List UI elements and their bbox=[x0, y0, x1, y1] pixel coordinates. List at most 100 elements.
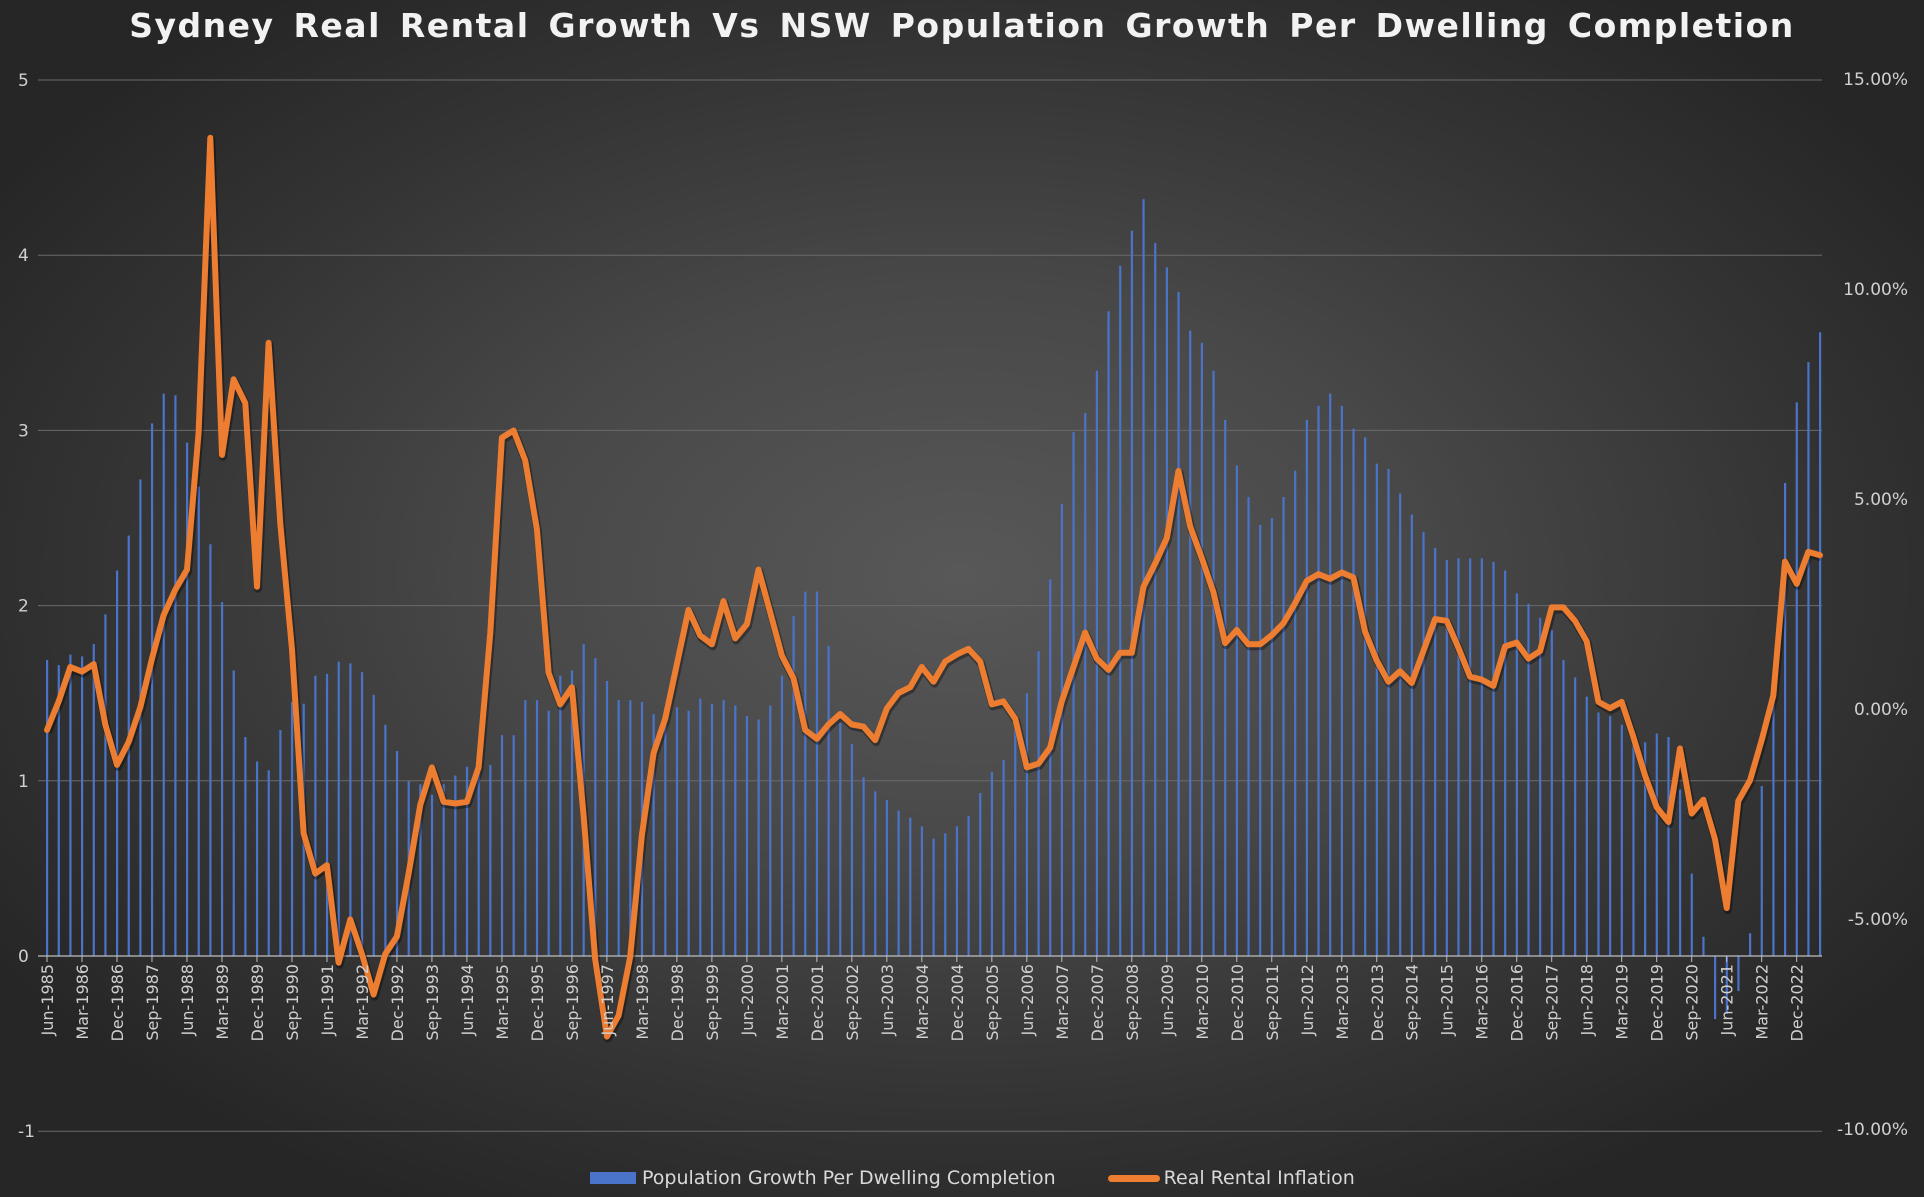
x-tick-label: Mar-2004 bbox=[913, 964, 932, 1040]
bar bbox=[1725, 956, 1728, 1014]
bar bbox=[1037, 651, 1040, 956]
bar bbox=[267, 770, 270, 956]
x-tick-label: Sep-1999 bbox=[703, 964, 722, 1041]
bar bbox=[1784, 482, 1787, 956]
bar bbox=[1399, 493, 1402, 956]
x-tick-label: Dec-1995 bbox=[528, 964, 547, 1041]
bar bbox=[1259, 525, 1262, 956]
gridlines bbox=[38, 79, 1822, 1132]
bar bbox=[1515, 593, 1518, 956]
left-tick-label: -1 bbox=[18, 1122, 35, 1142]
bar bbox=[850, 744, 854, 956]
x-axis-tick-labels: Jun-1985 Mar-1986 Dec-1986 Sep-1987 Jun-1988… bbox=[38, 964, 1807, 1041]
bar bbox=[1714, 956, 1717, 1020]
bar bbox=[1305, 419, 1308, 956]
bar bbox=[664, 707, 667, 956]
bar bbox=[1655, 733, 1658, 956]
bar bbox=[92, 644, 95, 956]
x-tick-label: Dec-1998 bbox=[668, 964, 687, 1041]
right-y-axis-labels: 15.00% 10.00% 5.00% 0.00% -5.00% -10.00% bbox=[1837, 70, 1908, 1140]
bar bbox=[325, 673, 329, 956]
bar bbox=[1597, 712, 1600, 956]
bar bbox=[1749, 933, 1752, 956]
bar bbox=[559, 675, 562, 956]
bar bbox=[500, 735, 504, 956]
bar bbox=[1060, 503, 1064, 956]
bar bbox=[1387, 468, 1390, 956]
bar bbox=[605, 680, 609, 956]
bar bbox=[1247, 496, 1250, 956]
bar bbox=[535, 700, 539, 956]
bar bbox=[337, 661, 340, 956]
bar bbox=[244, 737, 247, 956]
x-tick-label: Jun-2021 bbox=[1718, 964, 1737, 1037]
x-tick-label: Jun-2012 bbox=[1298, 964, 1317, 1037]
bar bbox=[290, 701, 294, 956]
bar bbox=[1294, 470, 1297, 956]
legend-bar-label: Population Growth Per Dwelling Completio… bbox=[642, 1167, 1056, 1189]
bar bbox=[1235, 465, 1238, 956]
bar bbox=[827, 645, 830, 956]
bar bbox=[1282, 496, 1285, 956]
bar bbox=[792, 616, 795, 956]
x-tick-label: Sep-2005 bbox=[983, 964, 1002, 1041]
bar bbox=[920, 826, 924, 956]
bar bbox=[349, 663, 352, 956]
bar bbox=[780, 675, 784, 956]
bar bbox=[1702, 936, 1705, 956]
bar bbox=[1317, 405, 1320, 956]
bar bbox=[547, 710, 550, 956]
bar bbox=[1760, 786, 1763, 956]
right-tick-label: 0.00% bbox=[1854, 700, 1908, 720]
bar bbox=[1200, 342, 1203, 956]
bar bbox=[80, 656, 84, 956]
bar bbox=[1434, 547, 1437, 956]
x-tick-label: Dec-2019 bbox=[1648, 964, 1667, 1041]
bar bbox=[442, 784, 445, 956]
bar bbox=[197, 486, 200, 956]
bar bbox=[979, 793, 982, 956]
bar bbox=[570, 670, 574, 956]
bar bbox=[1165, 267, 1168, 956]
bar bbox=[512, 735, 515, 956]
x-tick-label: Mar-2019 bbox=[1613, 964, 1632, 1040]
x-tick-label: Dec-2013 bbox=[1368, 964, 1387, 1041]
x-tick-label: Mar-1998 bbox=[633, 964, 652, 1040]
x-tick-label: Sep-1990 bbox=[283, 964, 302, 1041]
left-tick-label: 3 bbox=[18, 421, 29, 441]
bar bbox=[967, 815, 970, 956]
bar bbox=[465, 766, 469, 956]
bar bbox=[1527, 603, 1530, 956]
bar bbox=[232, 670, 235, 956]
bar bbox=[932, 838, 935, 956]
x-tick-label: Dec-2007 bbox=[1088, 964, 1107, 1041]
bar bbox=[209, 544, 212, 956]
x-tick-label: Jun-1985 bbox=[38, 964, 57, 1037]
bar bbox=[489, 765, 492, 956]
x-tick-label: Sep-1993 bbox=[423, 964, 442, 1041]
bar bbox=[1177, 291, 1180, 956]
bar bbox=[1049, 579, 1052, 956]
x-tick-label: Dec-2010 bbox=[1228, 964, 1247, 1041]
right-tick-label: 10.00% bbox=[1843, 280, 1908, 300]
x-tick-label: Dec-2016 bbox=[1508, 964, 1527, 1041]
x-tick-label: Jun-2000 bbox=[738, 964, 757, 1037]
bar bbox=[162, 393, 165, 956]
bar bbox=[687, 710, 690, 956]
bar bbox=[419, 784, 422, 956]
bar bbox=[862, 777, 865, 956]
x-tick-label: Jun-1988 bbox=[178, 964, 197, 1037]
bar bbox=[360, 672, 364, 956]
left-tick-label: 5 bbox=[18, 71, 29, 91]
bar bbox=[1795, 402, 1798, 956]
bar bbox=[1609, 715, 1612, 956]
bar bbox=[1480, 558, 1483, 956]
bar bbox=[710, 703, 714, 956]
x-tick-label: Sep-2008 bbox=[1123, 964, 1142, 1041]
x-tick-label: Jun-1991 bbox=[318, 964, 337, 1037]
bar bbox=[372, 694, 375, 956]
x-tick-label: Mar-2001 bbox=[773, 964, 792, 1040]
bar bbox=[1130, 230, 1133, 956]
bar bbox=[722, 700, 725, 956]
bar bbox=[617, 700, 620, 956]
